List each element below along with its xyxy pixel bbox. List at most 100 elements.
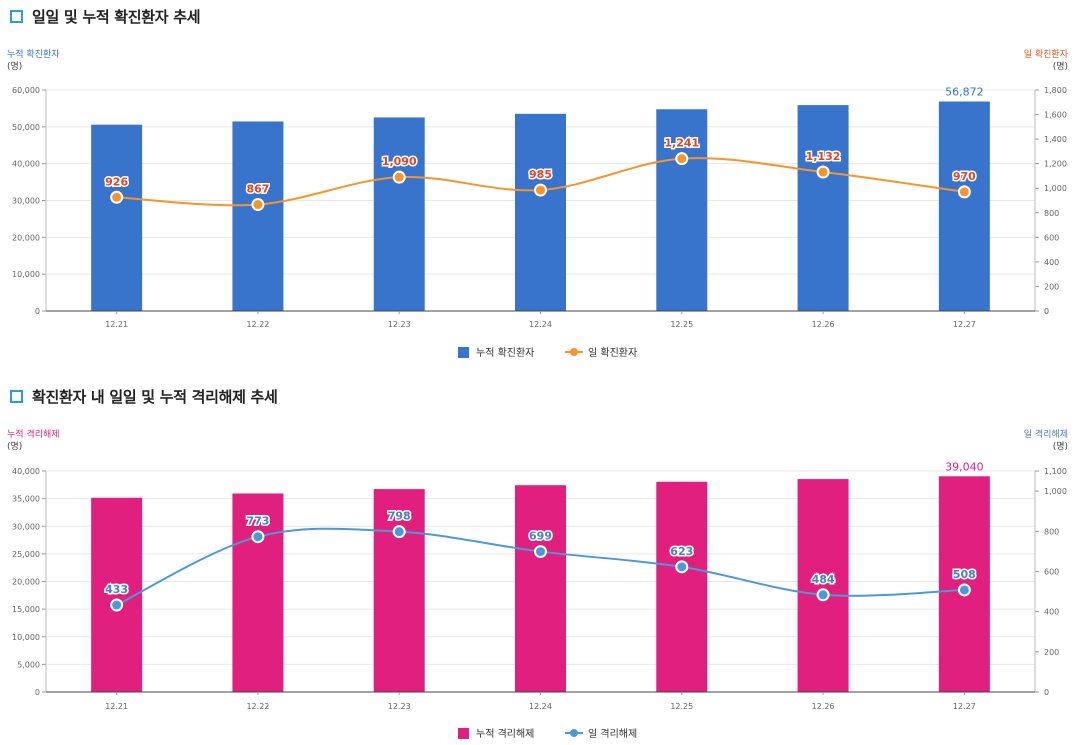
bar-12.24 (515, 113, 566, 311)
left-tick-label: 5,000 (17, 660, 40, 669)
left-axis-unit: (명) (7, 441, 22, 452)
left-tick-label: 30,000 (12, 522, 40, 531)
right-axis-title: 일 격리해제 (1024, 428, 1068, 440)
bar-12.26 (797, 479, 849, 692)
chart1-title: 일일 및 누적 확진환자 추세 (10, 6, 201, 27)
left-tick-label: 15,000 (12, 605, 40, 614)
left-tick-label: 10,000 (12, 270, 40, 279)
square-bullet-icon (10, 390, 23, 403)
bar-12.24 (515, 485, 566, 692)
bar-12.23 (373, 117, 425, 312)
line-value-label: 798 (388, 510, 411, 523)
line-value-label: 484 (812, 573, 835, 586)
right-tick-label: 1,000 (1044, 184, 1067, 193)
bar-12.25 (656, 109, 708, 312)
right-tick-label: 1,600 (1044, 111, 1067, 120)
square-bullet-icon (10, 10, 23, 23)
line-point-12.22 (251, 530, 265, 544)
chart1-title-text: 일일 및 누적 확진환자 추세 (32, 8, 201, 26)
right-tick-label: 800 (1044, 209, 1059, 218)
line-value-label: 773 (246, 515, 269, 528)
x-tick-label: 12.22 (246, 320, 269, 329)
bar-12.22 (232, 493, 284, 692)
x-tick-label: 12.27 (953, 702, 976, 711)
line-value-label: 970 (953, 170, 976, 183)
legend-bar-label: 누적 확진환자 (476, 347, 534, 359)
x-tick-label: 12.24 (529, 320, 552, 329)
right-tick-label: 600 (1044, 567, 1059, 576)
line-point-12.24 (534, 545, 547, 559)
left-tick-label: 40,000 (12, 467, 40, 476)
left-tick-label: 60,000 (12, 86, 40, 95)
right-tick-label: 1,100 (1044, 467, 1067, 476)
bar-12.21 (91, 124, 143, 311)
line-value-label: 1,132 (806, 150, 841, 163)
x-tick-label: 12.26 (812, 702, 835, 711)
bar-12.23 (373, 489, 425, 692)
left-tick-label: 20,000 (12, 578, 40, 587)
x-tick-label: 12.21 (105, 320, 128, 329)
chart2-title: 확진환자 내 일일 및 누적 격리해제 추세 (10, 386, 278, 407)
line-value-label: 1,241 (664, 137, 699, 150)
left-tick-label: 35,000 (12, 495, 40, 504)
legend-bar-swatch (458, 347, 469, 358)
x-tick-label: 12.22 (246, 702, 269, 711)
legend-line-label: 일 확진환자 (588, 347, 637, 359)
line-point-12.21 (110, 598, 124, 612)
bar-12.22 (232, 121, 284, 312)
right-tick-label: 800 (1044, 527, 1059, 536)
bar-12.26 (797, 105, 849, 311)
right-tick-label: 0 (1044, 307, 1049, 316)
left-tick-label: 30,000 (12, 197, 40, 206)
legend-line-marker (570, 729, 578, 737)
right-axis-unit: (명) (1053, 61, 1068, 72)
line-point-12.21 (110, 190, 124, 204)
x-tick-label: 12.26 (812, 320, 835, 329)
line-point-12.26 (816, 165, 830, 179)
left-tick-label: 25,000 (12, 550, 40, 559)
line-point-12.23 (392, 170, 406, 184)
line-value-label: 623 (670, 545, 693, 558)
line-value-label: 926 (105, 175, 128, 188)
line-point-12.27 (957, 583, 971, 597)
bar-12.27 (938, 101, 990, 311)
line-value-label: 433 (105, 583, 128, 596)
legend-line-label: 일 격리해제 (588, 727, 637, 740)
right-tick-label: 1,800 (1044, 86, 1067, 95)
x-tick-label: 12.23 (388, 702, 411, 711)
right-tick-label: 600 (1044, 233, 1059, 242)
bar-12.25 (656, 481, 708, 692)
line-point-12.27 (957, 185, 971, 199)
right-tick-label: 200 (1044, 282, 1059, 291)
left-axis-unit: (명) (7, 61, 22, 72)
line-value-label: 508 (953, 568, 976, 581)
right-tick-label: 400 (1044, 258, 1059, 267)
left-tick-label: 50,000 (12, 123, 40, 132)
right-tick-label: 400 (1044, 608, 1059, 617)
line-value-label: 985 (529, 168, 552, 181)
bar-last-value-label: 56,872 (945, 86, 984, 99)
line-value-label: 1,090 (382, 155, 417, 168)
right-tick-label: 0 (1044, 688, 1049, 697)
line-value-label: 699 (529, 530, 552, 543)
legend-line-marker (570, 348, 578, 356)
chart2-title-text: 확진환자 내 일일 및 누적 격리해제 추세 (32, 388, 278, 406)
left-tick-label: 40,000 (12, 160, 40, 169)
line-point-12.25 (675, 152, 689, 166)
left-axis-title: 누적 격리해제 (7, 428, 60, 440)
left-tick-label: 0 (35, 688, 40, 697)
legend-bar-label: 누적 격리해제 (476, 727, 534, 740)
x-tick-label: 12.23 (388, 320, 411, 329)
line-value-label: 867 (246, 183, 269, 196)
right-axis-unit: (명) (1053, 441, 1068, 452)
bar-last-value-label: 39,040 (945, 460, 984, 473)
left-tick-label: 0 (35, 307, 40, 316)
x-tick-label: 12.25 (670, 320, 693, 329)
right-tick-label: 200 (1044, 648, 1059, 657)
line-point-12.25 (675, 560, 689, 574)
left-tick-label: 20,000 (12, 233, 40, 242)
chart1-svg: 누적 확진환자 (명) 일 확진환자 (명) 60,000 50,000 40,000 30,… (7, 48, 1069, 359)
left-tick-label: 10,000 (12, 633, 40, 642)
right-tick-label: 1,400 (1044, 135, 1067, 144)
